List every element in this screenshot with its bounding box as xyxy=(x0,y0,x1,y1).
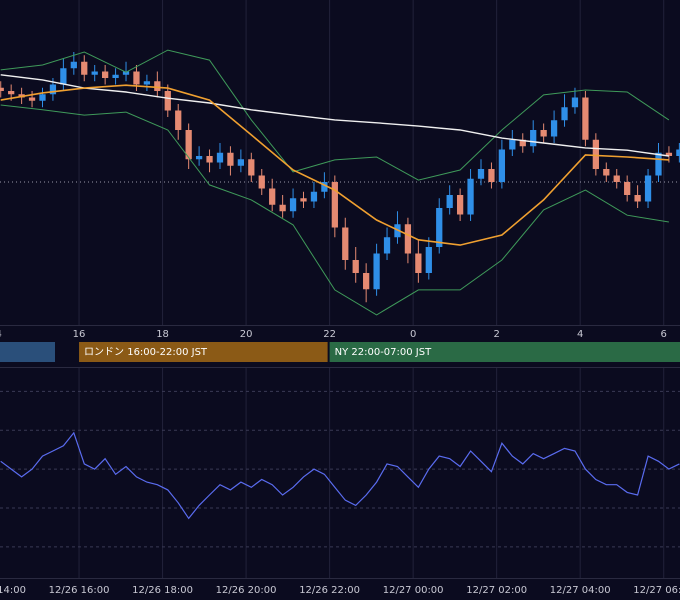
candle-body xyxy=(436,208,443,247)
x-tick-label: 4 xyxy=(577,329,583,340)
candle-body xyxy=(28,97,36,101)
candle-body xyxy=(498,149,506,182)
candle-body xyxy=(603,169,610,176)
candle-body xyxy=(509,139,516,150)
x-tick-label: 22 xyxy=(323,329,336,340)
session-band xyxy=(0,342,55,362)
candle-body xyxy=(331,182,338,228)
candle-body xyxy=(404,224,412,254)
candle-body xyxy=(624,182,631,195)
oscillator-line xyxy=(0,431,680,520)
candle-body xyxy=(634,195,641,202)
x-tick-label: 12/26 22:00 xyxy=(299,585,360,596)
candle-body xyxy=(195,156,203,160)
candle-body xyxy=(248,159,255,176)
candle-body xyxy=(49,84,57,95)
candle-body xyxy=(613,175,620,182)
candle-body xyxy=(112,74,119,78)
x-tick-label: 14 xyxy=(0,329,2,340)
x-tick-label: 16 xyxy=(73,329,86,340)
candle-body xyxy=(70,61,77,69)
x-tick-label: 12/26 18:00 xyxy=(132,585,193,596)
candle-body xyxy=(676,149,680,156)
candle-body xyxy=(342,227,349,260)
candle-body xyxy=(39,94,46,101)
candle-body xyxy=(154,81,161,91)
candle-body xyxy=(143,81,151,85)
candle-body xyxy=(122,71,130,75)
indicator-line xyxy=(0,49,670,181)
candle-body xyxy=(175,110,182,130)
indicator-line xyxy=(0,84,669,246)
candle-body xyxy=(488,169,495,182)
candle-body xyxy=(383,237,391,254)
candle-body xyxy=(237,159,244,166)
candle-body xyxy=(289,198,297,212)
session-band xyxy=(79,342,328,362)
x-tick-label: 12/27 06:00 xyxy=(633,585,680,596)
x-tick-label: 12/26 16:00 xyxy=(49,585,110,596)
x-tick-label: 12/27 02:00 xyxy=(466,585,527,596)
candle-body xyxy=(644,175,652,202)
candle-body xyxy=(216,152,224,163)
candle-body xyxy=(550,120,558,137)
candle-body xyxy=(363,273,370,290)
x-tick-label: 0 xyxy=(410,329,416,340)
candle-body xyxy=(467,178,474,215)
candle-body xyxy=(561,107,568,121)
candle-body xyxy=(185,130,192,160)
candle-body xyxy=(373,253,380,290)
candle-body xyxy=(258,175,265,189)
candle-body xyxy=(164,91,171,111)
candle-body xyxy=(310,191,318,202)
candle-body xyxy=(8,91,15,95)
x-tick-label: 2 xyxy=(493,329,499,340)
candle-body xyxy=(582,97,589,140)
x-tick-label: 18 xyxy=(156,329,169,340)
x-tick-label: 6 xyxy=(661,329,667,340)
candle-body xyxy=(456,195,464,215)
candle-body xyxy=(279,204,286,212)
candle-body xyxy=(352,260,359,273)
x-tick-label: 12/26 20:00 xyxy=(216,585,277,596)
candle-body xyxy=(446,195,453,208)
candle-body xyxy=(655,152,662,176)
indicator-line xyxy=(0,104,669,316)
candle-body xyxy=(415,253,422,273)
candle-body xyxy=(81,61,88,75)
candle-body xyxy=(519,139,526,147)
candle-body xyxy=(0,87,4,91)
candle-body xyxy=(571,97,579,108)
session-band xyxy=(329,342,680,362)
candle-body xyxy=(477,169,485,179)
x-tick-label: 12/26 14:00 xyxy=(0,585,26,596)
candle-body xyxy=(206,156,213,163)
session-label: ロンドン 16:00-22:00 JST xyxy=(84,347,208,358)
x-tick-label: 12/27 04:00 xyxy=(550,585,611,596)
candle-body xyxy=(102,71,109,78)
candle-body xyxy=(540,130,547,137)
candle-body xyxy=(300,198,307,202)
candle-body xyxy=(227,152,234,166)
indicator-line xyxy=(0,74,669,157)
candle-body xyxy=(133,71,140,85)
candle-body xyxy=(321,182,328,192)
x-tick-label: 12/27 00:00 xyxy=(383,585,444,596)
candle-body xyxy=(592,139,599,169)
candle-body xyxy=(91,71,98,75)
session-label: NY 22:00-07:00 JST xyxy=(335,347,432,358)
candle-body xyxy=(530,130,537,147)
x-tick-label: 20 xyxy=(240,329,253,340)
candle-body xyxy=(60,68,67,85)
candle-body xyxy=(665,152,673,156)
candle-body xyxy=(269,188,276,205)
candle-body xyxy=(425,247,432,273)
